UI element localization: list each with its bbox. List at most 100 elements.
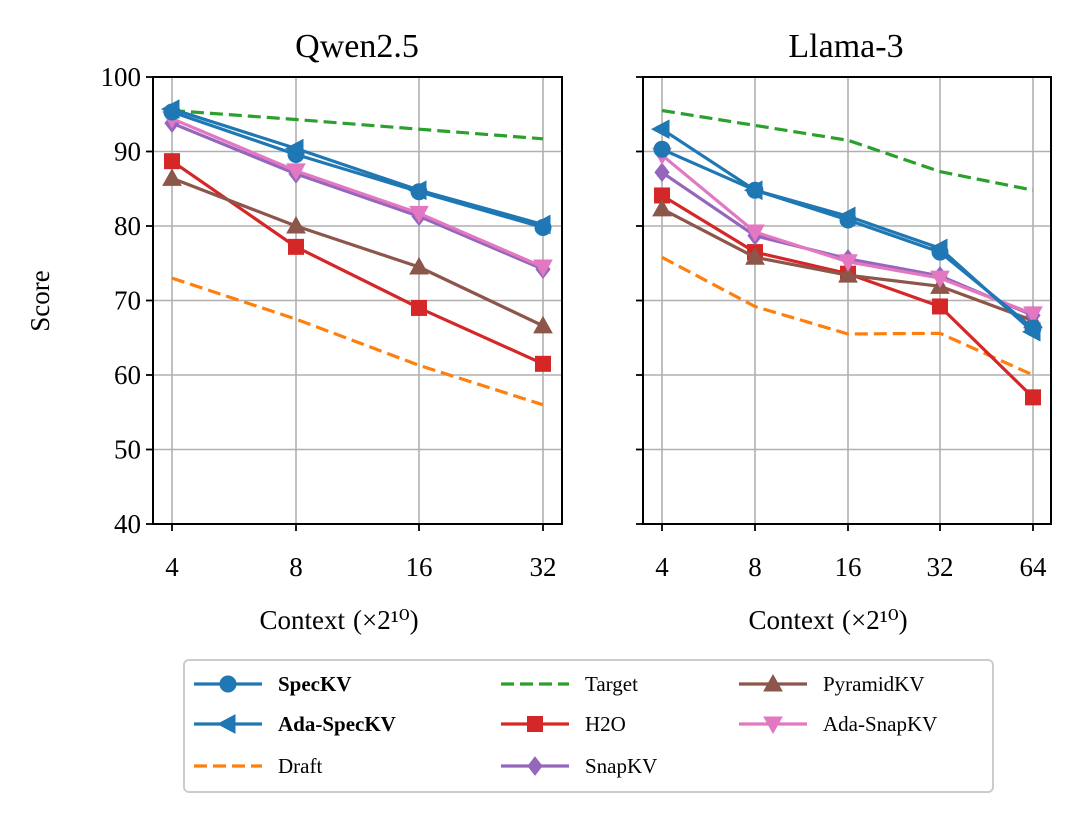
data-point-pyramidkv-16 xyxy=(838,265,858,283)
legend-entry-ada-snapkv: Ada-SnapKV xyxy=(739,712,937,736)
legend-label: PyramidKV xyxy=(823,672,925,696)
data-point-h2o-32 xyxy=(535,355,551,372)
series-draft-qwen25 xyxy=(171,276,544,407)
y-tick-label: 50 xyxy=(114,435,141,465)
data-point-ada-snapkv-32 xyxy=(533,259,553,277)
legend-box xyxy=(183,659,994,793)
data-point-pyramidkv-8 xyxy=(745,247,765,265)
grid-llama3 xyxy=(643,76,1051,525)
x-axis-label-qwen25: Context xyxy=(260,605,346,635)
data-point-ada-snapkv-16 xyxy=(838,254,858,272)
panel-llama3: Llama-3 Context (×2¹⁰) 4 8 16 32 64 xyxy=(636,28,1052,635)
series-target-qwen25 xyxy=(171,108,544,141)
series-group-qwen25 xyxy=(160,99,553,407)
legend-label: Ada-SnapKV xyxy=(823,712,937,736)
x-axis-unit-llama3: (×2¹⁰) xyxy=(842,605,908,635)
series-line-draft xyxy=(661,255,1034,377)
series-ada-speckv-llama3 xyxy=(650,119,1041,342)
legend-entry-h2o: H2O xyxy=(501,712,626,736)
legend-swatch-marker xyxy=(219,675,237,693)
legend-label: H2O xyxy=(585,712,626,736)
x-tick-label: 32 xyxy=(530,552,557,582)
legend: SpecKV Ada-SpecKV Draft Target H2O SnapKV Pyra… xyxy=(183,659,994,793)
series-group-llama3 xyxy=(650,108,1043,406)
data-point-ada-speckv-16 xyxy=(407,180,427,201)
x-axis-unit-qwen25: (×2¹⁰) xyxy=(353,605,419,635)
x-tick-label: 4 xyxy=(165,552,179,582)
legend-swatch-marker xyxy=(216,714,236,734)
series-h2o-qwen25 xyxy=(164,153,551,372)
y-tick-label: 40 xyxy=(114,509,141,539)
data-point-speckv-4 xyxy=(653,140,671,158)
legend-entry-draft: Draft xyxy=(194,754,322,778)
legend-swatch-marker xyxy=(527,756,543,776)
series-pyramidkv-qwen25 xyxy=(162,168,553,334)
x-tick-label: 16 xyxy=(835,552,862,582)
y-axis-label: Score xyxy=(25,270,55,331)
data-point-ada-speckv-64 xyxy=(1021,321,1041,342)
legend-entry-pyramidkv: PyramidKV xyxy=(739,672,925,696)
series-line-ada-snapkv xyxy=(171,117,544,269)
data-point-ada-snapkv-32 xyxy=(930,270,950,289)
y-tick-label: 70 xyxy=(114,286,141,316)
data-point-ada-speckv-32 xyxy=(928,238,948,259)
x-tick-label: 8 xyxy=(289,552,303,582)
y-tick-label: 60 xyxy=(114,360,141,390)
legend-label: Draft xyxy=(278,754,322,778)
data-point-h2o-8 xyxy=(288,238,304,255)
x-tick-label: 16 xyxy=(406,552,433,582)
legend-swatch-marker xyxy=(763,716,783,735)
x-tick-label: 32 xyxy=(927,552,954,582)
ticks-llama3: 4 8 16 32 64 xyxy=(636,76,1047,582)
series-line-draft xyxy=(171,276,544,407)
data-point-ada-speckv-16 xyxy=(836,206,856,227)
data-point-ada-snapkv-8 xyxy=(745,224,765,242)
legend-label: SnapKV xyxy=(585,754,657,778)
data-point-pyramidkv-32 xyxy=(533,315,553,334)
ticks-qwen25: 40 50 60 70 80 90 100 4 8 16 32 xyxy=(101,62,557,582)
panel-qwen25: Qwen2.5 Score Context (×2¹⁰) 40 50 60 70 80 9… xyxy=(25,28,563,635)
data-point-h2o-32 xyxy=(932,298,948,315)
series-line-target xyxy=(661,108,1034,192)
data-point-pyramidkv-16 xyxy=(409,256,429,275)
legend-label: SpecKV xyxy=(278,672,352,696)
chart-title-llama3: Llama-3 xyxy=(788,28,903,65)
legend-entry-speckv: SpecKV xyxy=(194,672,352,696)
series-ada-speckv-qwen25 xyxy=(160,99,551,235)
data-point-ada-snapkv-16 xyxy=(409,205,429,224)
y-tick-label: 80 xyxy=(114,211,141,241)
legend-swatch-marker xyxy=(527,716,543,732)
data-point-snapkv-4 xyxy=(654,162,670,183)
legend-label: Target xyxy=(585,672,638,696)
legend-label: Ada-SpecKV xyxy=(278,712,396,736)
chart-title-qwen25: Qwen2.5 xyxy=(295,28,419,65)
legend-entry-snapkv: SnapKV xyxy=(501,754,657,778)
series-line-pyramidkv xyxy=(171,176,544,328)
data-point-ada-speckv-8 xyxy=(743,180,763,201)
legend-swatch-marker xyxy=(763,673,783,692)
data-point-pyramidkv-4 xyxy=(652,198,672,217)
series-draft-llama3 xyxy=(661,255,1034,377)
y-tick-label: 100 xyxy=(101,62,142,92)
data-point-pyramidkv-8 xyxy=(286,215,306,234)
x-tick-label: 8 xyxy=(748,552,762,582)
legend-entry-ada-speckv: Ada-SpecKV xyxy=(194,712,396,736)
data-point-pyramidkv-4 xyxy=(162,168,182,186)
y-tick-label: 90 xyxy=(114,137,141,167)
grid-qwen25 xyxy=(153,76,562,525)
data-point-ada-speckv-4 xyxy=(160,99,180,119)
series-target-llama3 xyxy=(661,108,1034,192)
x-axis-label-llama3: Context xyxy=(749,605,835,635)
series-line-h2o xyxy=(171,159,544,366)
series-line-speckv xyxy=(171,110,544,230)
series-line-ada-speckv xyxy=(171,107,544,227)
data-point-h2o-16 xyxy=(411,299,427,316)
x-tick-label: 4 xyxy=(655,552,669,582)
data-point-ada-speckv-8 xyxy=(284,138,304,159)
data-point-ada-snapkv-64 xyxy=(1023,306,1043,324)
series-line-snapkv xyxy=(171,121,544,271)
legend-entry-target: Target xyxy=(501,672,638,696)
data-point-h2o-4 xyxy=(164,153,180,170)
data-point-h2o-64 xyxy=(1025,389,1041,406)
series-line-target xyxy=(171,108,544,141)
